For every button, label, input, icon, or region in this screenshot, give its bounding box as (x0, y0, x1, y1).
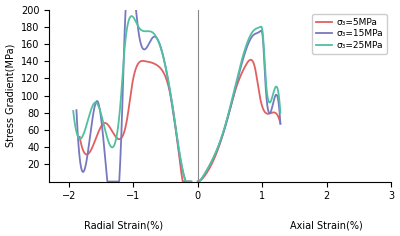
Text: Radial Strain(%): Radial Strain(%) (84, 220, 163, 230)
Y-axis label: Stress Gradient(MPa): Stress Gradient(MPa) (6, 44, 16, 147)
Text: Axial Strain(%): Axial Strain(%) (290, 220, 363, 230)
Legend: σ₃=5MPa, σ₃=15MPa, σ₃=25MPa: σ₃=5MPa, σ₃=15MPa, σ₃=25MPa (312, 14, 387, 54)
